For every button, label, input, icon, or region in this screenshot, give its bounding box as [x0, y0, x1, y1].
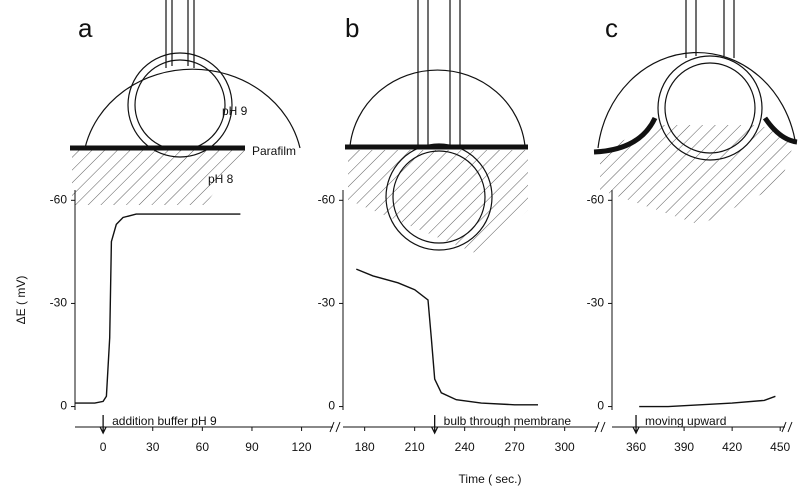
y-tick-label: -30 — [50, 296, 68, 310]
y-tick-label: 0 — [60, 399, 67, 413]
y-tick-label: -30 — [587, 296, 605, 310]
y-tick-label: -30 — [318, 296, 336, 310]
event-arrow — [99, 415, 107, 435]
diagram-label: pH 9 — [222, 104, 248, 118]
annotation: addition buffer pH 9 — [112, 414, 217, 428]
y-tick-label: -60 — [587, 192, 605, 206]
y-axis-label: ΔE ( mV) — [14, 276, 28, 325]
y-tick-label: -60 — [50, 192, 68, 206]
x-tick-label: 120 — [292, 440, 312, 454]
panel-label: b — [345, 13, 359, 43]
event-arrow — [431, 415, 439, 435]
data-line — [356, 268, 538, 406]
x-tick-label: 90 — [245, 440, 259, 454]
diagram-label: pH 8 — [208, 172, 234, 186]
axis-break — [781, 421, 793, 433]
electrode-b — [345, 0, 528, 255]
x-tick-label: 30 — [146, 440, 160, 454]
x-tick-label: 270 — [505, 440, 525, 454]
x-axis-label: Time ( sec.) — [459, 472, 522, 486]
x-tick-label: 60 — [196, 440, 210, 454]
x-tick-label: 300 — [555, 440, 575, 454]
data-line — [639, 395, 776, 408]
x-tick-label: 420 — [722, 440, 742, 454]
y-tick-label: 0 — [597, 399, 604, 413]
x-tick-label: 180 — [355, 440, 375, 454]
x-tick-label: 390 — [674, 440, 694, 454]
electrode-c — [593, 0, 798, 225]
x-tick-label: 450 — [770, 440, 790, 454]
diagram-label: Parafilm — [252, 144, 296, 158]
electrode-a — [70, 0, 301, 205]
x-tick-label: 210 — [405, 440, 425, 454]
annotation: bulb through membrane — [444, 414, 572, 428]
panel-label: a — [78, 13, 93, 43]
panel-label: c — [605, 13, 618, 43]
x-tick-label: 0 — [100, 440, 107, 454]
annotation: moving upward — [645, 414, 726, 428]
axis-break — [329, 421, 341, 433]
x-tick-label: 360 — [626, 440, 646, 454]
event-arrow — [632, 415, 640, 435]
x-tick-label: 240 — [455, 440, 475, 454]
axis-break — [594, 421, 606, 433]
y-tick-label: 0 — [328, 399, 335, 413]
y-tick-label: -60 — [318, 192, 336, 206]
data-line — [75, 213, 241, 404]
